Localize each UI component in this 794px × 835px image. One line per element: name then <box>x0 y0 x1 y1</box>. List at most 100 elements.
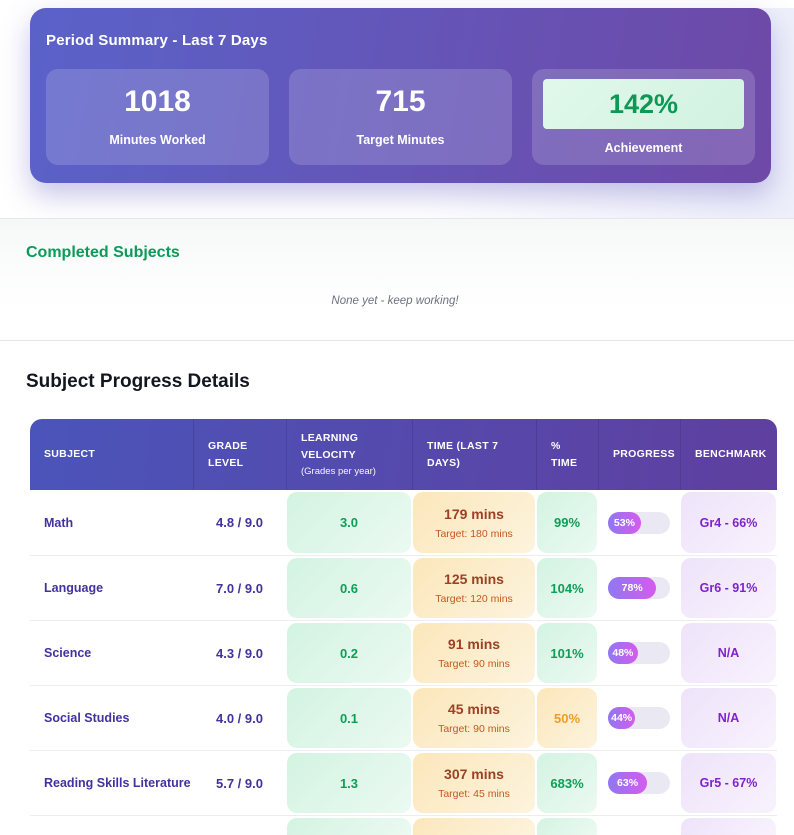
progress-label: 44% <box>611 712 633 724</box>
pct-time-value: 50% <box>553 710 581 726</box>
velocity-value: 0.1 <box>339 710 359 726</box>
time-target: Target: 45 mins <box>438 788 510 800</box>
subject-cell: Language <box>44 581 104 595</box>
progress-fill: 63% <box>608 772 648 794</box>
target-minutes-label: Target Minutes <box>356 133 445 147</box>
benchmark-cell: N/A <box>681 623 776 683</box>
table-row: Math 4.8 / 9.0 3.0 179 mins Target: 180 … <box>30 490 777 555</box>
velocity-value: 1.3 <box>339 775 359 791</box>
time-cell: 179 mins Target: 180 mins <box>413 492 535 553</box>
velocity-cell: 0.6 <box>287 558 411 618</box>
table-row-partial <box>30 815 777 835</box>
subject-cell: Science <box>44 646 92 660</box>
benchmark-value: Gr6 - 91% <box>699 581 758 595</box>
time-target: Target: 90 mins <box>438 658 510 670</box>
pct-time-value: 101% <box>550 645 584 661</box>
progress-cell: 53% <box>598 490 680 555</box>
stat-achievement: 142% Achievement <box>532 69 755 165</box>
subject-progress-table: SUBJECT GRADE LEVEL LEARNING VELOCITY (G… <box>30 419 777 835</box>
completed-subjects-heading: Completed Subjects <box>26 244 180 261</box>
completed-subjects-empty-message: None yet - keep working! <box>331 295 459 307</box>
time-cell: 125 mins Target: 120 mins <box>413 558 535 618</box>
progress-fill: 44% <box>608 707 636 729</box>
velocity-cell: 0.2 <box>287 623 411 683</box>
time-target: Target: 90 mins <box>438 723 510 735</box>
grade-level-cell: 4.8 / 9.0 <box>216 515 263 530</box>
progress-cell: 44% <box>598 686 680 750</box>
pct-time-value: 99% <box>553 515 581 530</box>
time-minutes: 179 mins <box>444 505 504 522</box>
velocity-value: 0.2 <box>339 645 359 661</box>
progress-cell: 63% <box>598 751 680 815</box>
achievement-value-box: 142% <box>543 79 744 129</box>
benchmark-value: N/A <box>717 646 740 660</box>
pct-time-cell: 101% <box>537 623 597 683</box>
benchmark-cell: N/A <box>681 688 776 748</box>
benchmark-value: Gr5 - 67% <box>699 776 758 790</box>
benchmark-value: N/A <box>717 711 740 725</box>
minutes-worked-label: Minutes Worked <box>109 133 206 147</box>
velocity-value: 3.0 <box>339 515 359 530</box>
pct-time-value: 683% <box>550 775 584 791</box>
pct-time-cell: 50% <box>537 688 597 748</box>
time-cell: 307 mins Target: 45 mins <box>413 753 535 813</box>
time-target: Target: 180 mins <box>435 527 513 540</box>
subject-cell: Social Studies <box>44 711 130 725</box>
benchmark-cell <box>681 818 776 835</box>
period-summary-title: Period Summary - Last 7 Days <box>46 32 268 49</box>
pct-time-cell: 104% <box>537 558 597 618</box>
col-header-time: TIME (LAST 7 DAYS) <box>412 419 536 490</box>
col-header-velocity-subtext: (Grades per year) <box>301 465 376 477</box>
col-header-progress: PROGRESS <box>598 419 680 490</box>
col-header-benchmark: BENCHMARK <box>680 419 777 490</box>
benchmark-cell: Gr4 - 66% <box>681 492 776 553</box>
progress-label: 78% <box>621 582 643 594</box>
progress-fill: 53% <box>608 511 641 534</box>
pct-time-cell: 683% <box>537 753 597 813</box>
progress-bar-track: 78% <box>608 577 670 599</box>
benchmark-value: Gr4 - 66% <box>699 515 758 530</box>
pct-time-value: 104% <box>550 580 584 596</box>
stat-minutes-worked: 1018 Minutes Worked <box>46 69 269 165</box>
velocity-cell: 0.1 <box>287 688 411 748</box>
stat-target-minutes: 715 Target Minutes <box>289 69 512 165</box>
time-minutes: 45 mins <box>447 701 501 717</box>
progress-bar-track: 63% <box>608 772 670 794</box>
velocity-cell <box>287 818 411 835</box>
time-cell: 45 mins Target: 90 mins <box>413 688 535 748</box>
target-minutes-value: 715 <box>375 85 426 118</box>
grade-level-cell: 4.3 / 9.0 <box>216 645 263 661</box>
time-cell: 91 mins Target: 90 mins <box>413 623 535 683</box>
time-minutes: 91 mins <box>447 636 501 652</box>
progress-cell: 78% <box>598 556 680 620</box>
minutes-worked-value: 1018 <box>124 85 191 118</box>
pct-time-cell <box>537 818 597 835</box>
col-header-subject: SUBJECT <box>44 448 96 461</box>
progress-fill: 48% <box>608 642 638 664</box>
summary-section: Period Summary - Last 7 Days 1018 Minute… <box>0 8 794 218</box>
grade-level-cell: 4.0 / 9.0 <box>216 710 263 726</box>
time-target: Target: 120 mins <box>435 593 513 605</box>
col-header-learning-velocity: LEARNING VELOCITY (Grades per year) <box>286 419 412 490</box>
col-header-pct-time: % TIME <box>536 419 598 490</box>
velocity-cell: 3.0 <box>287 492 411 553</box>
subject-progress-heading: Subject Progress Details <box>26 371 250 392</box>
period-summary-card: Period Summary - Last 7 Days 1018 Minute… <box>30 8 771 183</box>
time-minutes: 307 mins <box>444 766 504 782</box>
time-minutes: 125 mins <box>444 571 504 587</box>
table-row: Language 7.0 / 9.0 0.6 125 mins Target: … <box>30 555 777 620</box>
progress-label: 48% <box>612 647 634 659</box>
benchmark-cell: Gr5 - 67% <box>681 753 776 813</box>
benchmark-cell: Gr6 - 91% <box>681 558 776 618</box>
table-row: Social Studies 4.0 / 9.0 0.1 45 mins Tar… <box>30 685 777 750</box>
progress-label: 63% <box>617 777 639 789</box>
progress-bar-track: 53% <box>608 511 670 534</box>
progress-cell: 48% <box>598 621 680 685</box>
table-body: Math 4.8 / 9.0 3.0 179 mins Target: 180 … <box>30 490 777 815</box>
achievement-value: 142% <box>608 88 679 119</box>
col-header-grade-level: GRADE LEVEL <box>193 419 286 490</box>
time-cell <box>413 818 535 835</box>
summary-stats-row: 1018 Minutes Worked 715 Target Minutes 1… <box>46 69 755 165</box>
progress-bar-track: 48% <box>608 642 670 664</box>
progress-bar-track: 44% <box>608 707 670 729</box>
